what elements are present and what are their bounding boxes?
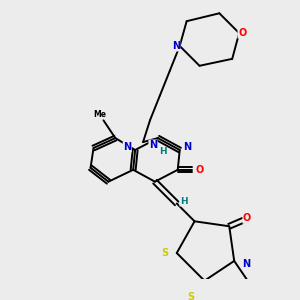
Text: N: N bbox=[242, 259, 250, 269]
Text: N: N bbox=[149, 140, 157, 150]
Text: S: S bbox=[161, 248, 168, 258]
Text: H: H bbox=[180, 197, 188, 206]
Text: O: O bbox=[195, 165, 204, 175]
Text: S: S bbox=[187, 292, 194, 300]
Text: O: O bbox=[238, 28, 246, 38]
Text: N: N bbox=[184, 142, 192, 152]
Text: O: O bbox=[243, 213, 251, 223]
Text: N: N bbox=[172, 41, 180, 51]
Text: N: N bbox=[123, 142, 131, 152]
Text: Me: Me bbox=[93, 110, 106, 119]
Text: H: H bbox=[159, 148, 167, 157]
